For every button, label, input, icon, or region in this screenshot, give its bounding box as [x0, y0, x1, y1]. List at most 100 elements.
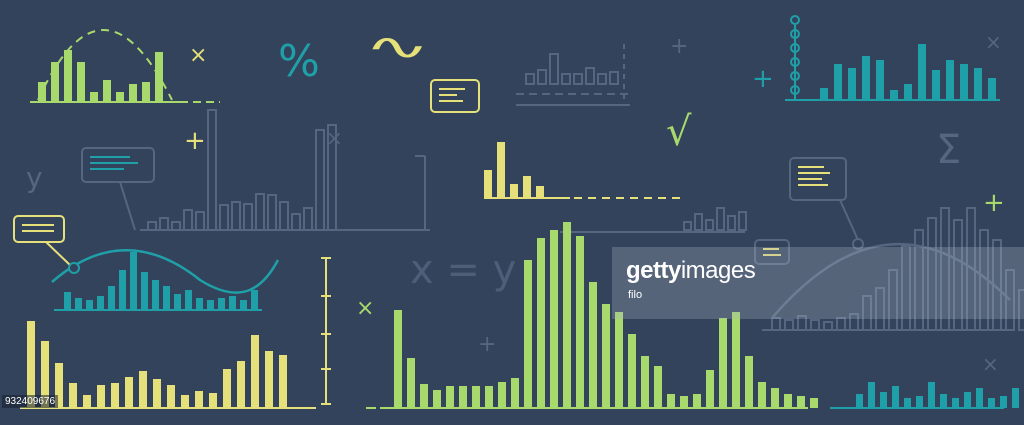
muted-bar	[609, 71, 619, 85]
lime-bar	[706, 370, 714, 408]
teal-bar	[876, 60, 884, 100]
lime-bar	[758, 382, 766, 408]
lime-bar	[420, 384, 428, 408]
plus-icon: +	[670, 34, 689, 59]
lime-bar	[155, 52, 163, 102]
speech-bubble-icon	[430, 79, 480, 113]
yellow-bar	[181, 395, 189, 407]
teal-bar	[904, 84, 912, 100]
yellow-bar	[223, 369, 231, 407]
teal-bar	[820, 88, 828, 100]
teal-bar	[834, 64, 842, 100]
muted-curve	[771, 243, 1011, 319]
plus-icon: +	[478, 332, 497, 357]
yellow-bar	[153, 379, 161, 407]
speech-bubble-icon	[754, 239, 790, 265]
muted-bar	[207, 109, 217, 231]
lime-bar	[680, 396, 688, 408]
bubble-connector	[839, 199, 859, 241]
yellow-bar	[55, 363, 63, 407]
teal-bar	[974, 68, 982, 100]
teal-bar	[988, 78, 996, 100]
lime-bar	[745, 356, 753, 408]
teal-bar	[862, 56, 870, 100]
lime-bar	[103, 80, 111, 102]
lime-bar	[38, 82, 46, 102]
teal-bar	[174, 294, 181, 310]
yellow-bar	[251, 335, 259, 407]
teal-bar	[86, 300, 93, 310]
muted-bar	[147, 221, 157, 231]
times-icon: ×	[326, 126, 343, 150]
lime-bar	[524, 260, 532, 408]
muted-bar	[561, 73, 571, 85]
teal-curve	[51, 249, 280, 294]
times-icon: ×	[189, 43, 208, 68]
teal-bar	[185, 290, 192, 310]
lime-bar	[116, 92, 124, 102]
lime-bar	[394, 310, 402, 408]
teal-axis-dot	[790, 85, 800, 95]
muted-bar	[231, 201, 241, 231]
muted-bar	[291, 213, 301, 231]
plus-icon: +	[184, 126, 206, 156]
teal-bar	[890, 90, 898, 100]
yellow-bar	[97, 385, 105, 407]
speech-bubble-icon	[13, 215, 65, 243]
lime-bar	[459, 386, 467, 408]
sqrt-icon: √	[666, 109, 692, 155]
speech-bubble-icon	[789, 157, 847, 201]
teal-bar	[207, 300, 214, 310]
equation-icon: x = y	[410, 247, 517, 293]
teal-bar	[108, 286, 115, 310]
teal-bar	[892, 386, 899, 408]
lime-bar	[771, 388, 779, 408]
bubble-connector	[45, 241, 71, 266]
lime-bar	[511, 378, 519, 408]
teal-bar	[848, 68, 856, 100]
lime-bar	[446, 386, 454, 408]
sigma-icon: Σ	[936, 127, 962, 173]
teal-bar	[868, 382, 875, 408]
teal-bar	[196, 298, 203, 310]
teal-bar	[240, 300, 247, 310]
teal-bar	[976, 388, 983, 408]
muted-bar	[705, 219, 714, 231]
teal-bar	[904, 398, 911, 408]
teal-bar	[946, 60, 954, 100]
lime-bar	[615, 312, 623, 408]
muted-bar	[597, 73, 607, 85]
yellow-bar	[497, 142, 505, 198]
lime-arc	[37, 29, 173, 101]
yellow-bar	[125, 377, 133, 407]
yellow-bar	[510, 184, 518, 198]
muted-bar	[195, 211, 205, 231]
percent-icon: %	[278, 36, 320, 87]
lime-bar	[641, 356, 649, 408]
lime-bar	[576, 236, 584, 408]
muted-bar	[727, 215, 736, 231]
muted-bar	[183, 209, 193, 231]
yellow-bar	[484, 170, 492, 198]
muted-bar	[573, 73, 583, 85]
teal-bar	[932, 70, 940, 100]
lime-bar	[654, 366, 662, 408]
muted-bar	[525, 73, 535, 85]
muted-bar	[171, 221, 181, 231]
muted-bar	[219, 204, 229, 231]
teal-bar	[141, 272, 148, 310]
teal-bar	[119, 270, 126, 310]
wave-icon: ∿	[364, 27, 431, 68]
yellow-bar	[195, 391, 203, 407]
y-variable-icon: y	[26, 161, 43, 194]
yellow-bar	[41, 341, 49, 407]
teal-axis-dot	[790, 71, 800, 81]
teal-bar	[880, 392, 887, 408]
watermark-credit: filo	[628, 289, 643, 301]
speech-bubble-icon	[81, 147, 155, 183]
lime-bar	[602, 304, 610, 408]
watermark-panel: gettyimages filo	[612, 247, 1024, 319]
teal-bar	[163, 286, 170, 310]
muted-bar	[683, 221, 692, 231]
teal-axis-dot	[790, 15, 800, 25]
